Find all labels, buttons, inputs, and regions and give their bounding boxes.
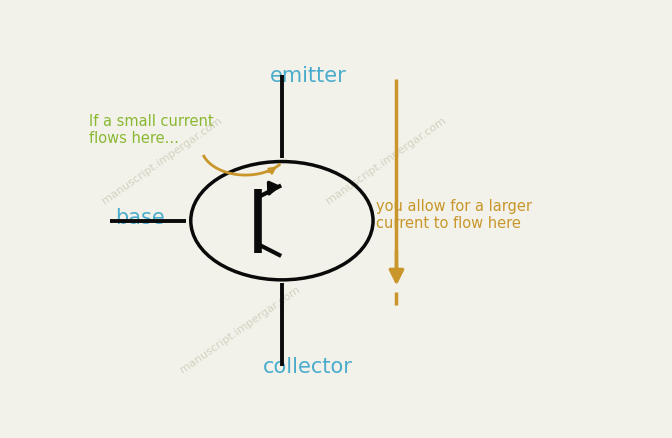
Text: you allow for a larger
current to flow here: you allow for a larger current to flow h… xyxy=(376,198,532,231)
Text: If a small current
flows here...: If a small current flows here... xyxy=(89,113,214,145)
Text: manuscript.impergar.com: manuscript.impergar.com xyxy=(325,115,448,206)
Text: emitter: emitter xyxy=(269,66,346,86)
Text: collector: collector xyxy=(263,357,353,376)
Text: manuscript.impergar.com: manuscript.impergar.com xyxy=(179,284,302,374)
Text: base: base xyxy=(116,208,165,228)
Text: manuscript.impergar.com: manuscript.impergar.com xyxy=(100,115,224,206)
